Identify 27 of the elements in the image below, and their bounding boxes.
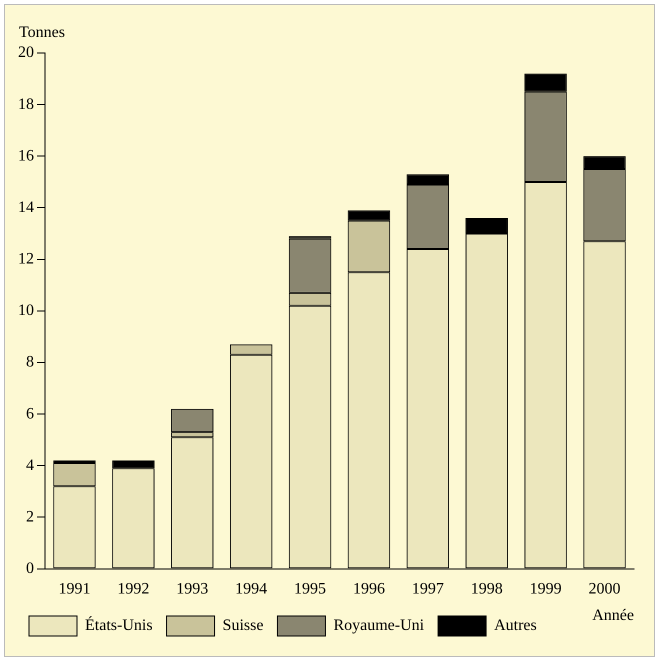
- x-tick-label: 1995: [294, 580, 326, 598]
- y-tick-label: 8: [26, 354, 34, 371]
- y-axis-title: Tonnes: [19, 24, 65, 42]
- x-tick-label: 1999: [530, 580, 562, 598]
- legend-label: Royaume-Uni: [333, 617, 425, 634]
- y-tick-label: 10: [18, 302, 34, 320]
- x-tick-label: 1992: [117, 580, 150, 598]
- y-tick-label: 14: [18, 198, 34, 216]
- x-axis-title: Année: [592, 607, 634, 624]
- y-tick-label: 2: [26, 508, 34, 526]
- x-tick-label: 1993: [176, 580, 208, 598]
- y-tick-label: 6: [26, 405, 34, 422]
- x-tick-label: 1991: [58, 580, 90, 598]
- legend-label: États-Unis: [85, 616, 153, 634]
- y-tick-label: 16: [18, 147, 34, 164]
- y-tick-label: 18: [18, 96, 34, 113]
- y-tick-label: 4: [26, 456, 34, 474]
- x-tick-label: 2000: [588, 580, 621, 598]
- legend-label: Autres: [494, 617, 537, 634]
- y-tick-label: 12: [18, 250, 34, 268]
- x-tick-label: 1996: [352, 580, 385, 598]
- y-tick-label: 0: [26, 560, 34, 578]
- x-tick-label: 1994: [235, 580, 268, 598]
- legend-label: Suisse: [222, 617, 264, 634]
- x-tick-label: 1997: [412, 580, 444, 598]
- y-tick-label: 20: [18, 44, 34, 62]
- x-tick-label: 1998: [470, 580, 503, 598]
